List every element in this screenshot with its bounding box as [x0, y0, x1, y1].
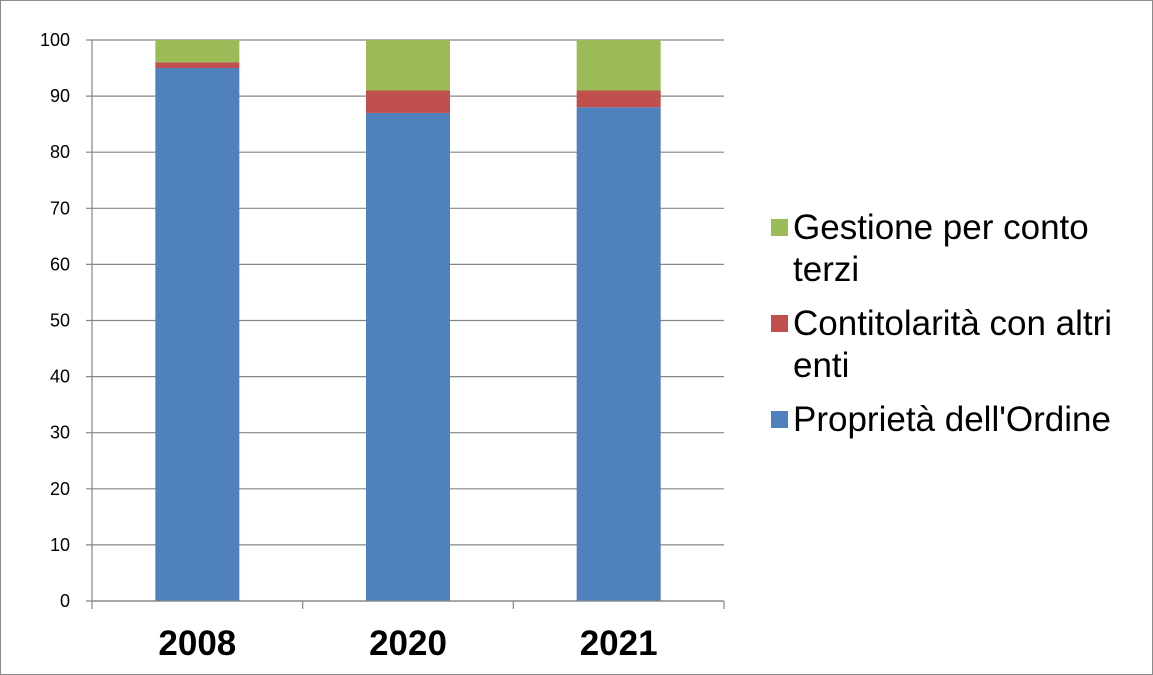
legend: Gestione per conto terzi Contitolarità c…: [771, 207, 1151, 441]
bar-2020-series-2: [366, 40, 450, 91]
axes: 0 10 20 30 40 50 60 70 80 90 100 2008 2020 2021: [40, 30, 725, 663]
legend-item-contitolarita: Contitolarità con altri enti: [771, 303, 1151, 387]
bar-2020-series-0: [366, 112, 450, 602]
y-tick-label-50: 50: [50, 311, 70, 331]
legend-swatch-gestione: [771, 219, 788, 236]
bar-2008-series-1: [155, 62, 240, 69]
bar-2008-series-0: [155, 68, 240, 602]
x-tick-label-2021: 2021: [580, 624, 658, 663]
legend-label-proprieta: Proprietà dell'Ordine: [793, 400, 1111, 439]
y-tick-label-90: 90: [50, 86, 70, 106]
legend-item-gestione: Gestione per conto terzi: [771, 207, 1151, 291]
bar-2021-series-1: [576, 90, 661, 108]
y-tick-label-40: 40: [50, 367, 70, 387]
y-tick-label-0: 0: [60, 591, 70, 611]
legend-swatch-proprieta: [771, 411, 788, 428]
y-tick-label-100: 100: [40, 30, 70, 50]
bar-2020-series-1: [366, 90, 450, 113]
legend-label-gestione: Gestione per conto terzi: [793, 208, 1089, 289]
y-tick-label-60: 60: [50, 254, 70, 274]
y-tick-label-30: 30: [50, 423, 70, 443]
bar-2021-series-2: [576, 40, 661, 91]
legend-swatch-contitolarita: [771, 315, 788, 332]
y-tick-label-10: 10: [50, 535, 70, 555]
bars: [155, 40, 661, 602]
legend-label-contitolarita: Contitolarità con altri enti: [793, 304, 1113, 385]
x-tick-label-2008: 2008: [158, 624, 236, 663]
y-tick-label-20: 20: [50, 479, 70, 499]
y-tick-label-70: 70: [50, 198, 70, 218]
y-tick-label-80: 80: [50, 142, 70, 162]
x-tick-label-2020: 2020: [369, 624, 447, 663]
bar-2008-series-2: [155, 40, 240, 63]
legend-item-proprieta: Proprietà dell'Ordine: [771, 399, 1151, 441]
bar-2021-series-0: [576, 107, 661, 601]
